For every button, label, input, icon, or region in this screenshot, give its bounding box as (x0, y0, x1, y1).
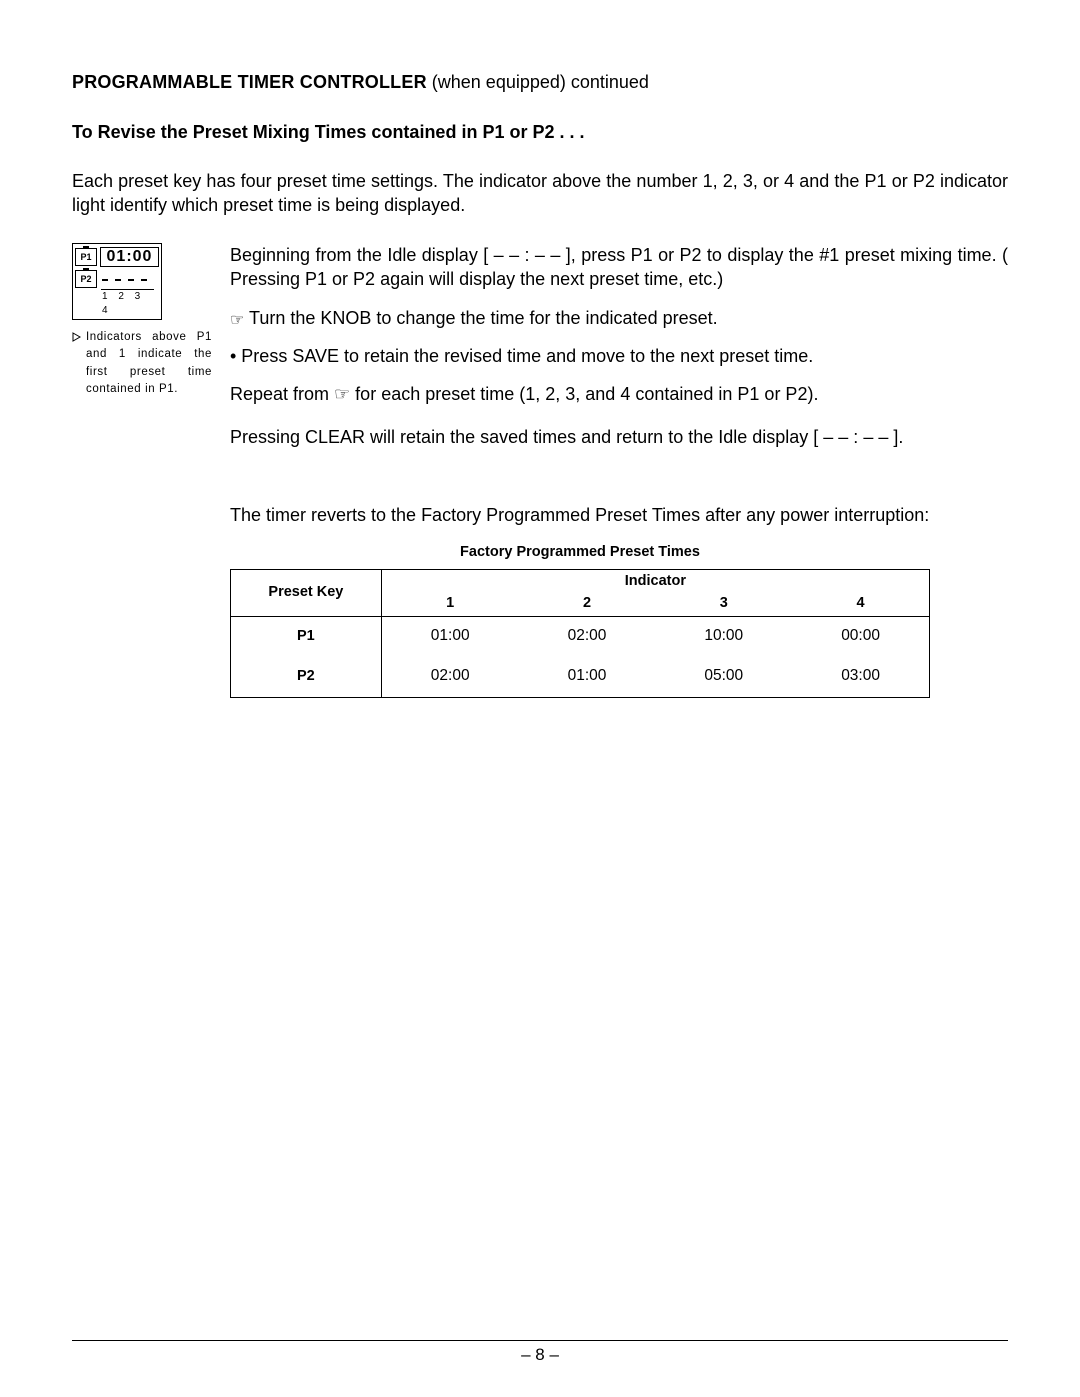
p2-indicator-tick (83, 268, 89, 270)
two-column-block: P1 01:00 P2 1 2 3 4 (72, 243, 1008, 463)
col-3: 3 (655, 594, 792, 617)
step-repeat: Repeat from ☞ for each preset time (1, 2… (230, 382, 1008, 406)
cell: 01:00 (381, 616, 518, 657)
page-number: – 8 – (0, 1344, 1080, 1367)
pointer-icon: ☞ (230, 313, 244, 329)
p1-key-label: P1 (80, 251, 91, 263)
p1-indicator-tick (83, 246, 89, 248)
footer-rule (72, 1340, 1008, 1341)
figure-column: P1 01:00 P2 1 2 3 4 (72, 243, 212, 463)
cell: 02:00 (519, 616, 656, 657)
intro-paragraph: Each preset key has four preset time set… (72, 169, 1008, 218)
page-title-bold: PROGRAMMABLE TIMER CONTROLLER (72, 72, 427, 92)
p2-key-label: P2 (80, 273, 91, 285)
preset-times-table: Preset Key Indicator 1 2 3 4 P1 01:00 02… (230, 569, 930, 698)
indicator-ticks (100, 279, 159, 281)
cell: 10:00 (655, 616, 792, 657)
cell: 03:00 (792, 657, 929, 698)
table-row: P1 01:00 02:00 10:00 00:00 (231, 616, 930, 657)
table-caption: Factory Programmed Preset Times (230, 543, 930, 563)
page-title-line: PROGRAMMABLE TIMER CONTROLLER (when equi… (72, 70, 1008, 94)
p2-key-box: P2 (75, 270, 97, 288)
indicator-header: Indicator (381, 569, 929, 594)
figure-caption-text: Indicators above P1 and 1 indicate the f… (86, 329, 212, 398)
cell: 02:00 (381, 657, 518, 698)
table-row: P2 02:00 01:00 05:00 03:00 (231, 657, 930, 698)
figure-caption: Indicators above P1 and 1 indicate the f… (72, 323, 212, 398)
step-turn-knob-text: Turn the KNOB to change the time for the… (244, 308, 717, 328)
cell: 01:00 (519, 657, 656, 698)
step-begin: Beginning from the Idle display [ – – : … (230, 243, 1008, 292)
after-paragraph: The timer reverts to the Factory Program… (230, 503, 1008, 527)
step-press-clear: Pressing CLEAR will retain the saved tim… (230, 425, 1008, 449)
preset-times-table-wrap: Factory Programmed Preset Times Preset K… (230, 543, 930, 698)
col-1: 1 (381, 594, 518, 617)
page-title-rest: (when equipped) continued (427, 72, 649, 92)
row-key-p2: P2 (231, 657, 382, 698)
preset-key-header: Preset Key (231, 569, 382, 616)
steps-column: Beginning from the Idle display [ – – : … (230, 243, 1008, 463)
col-2: 2 (519, 594, 656, 617)
row-key-p1: P1 (231, 616, 382, 657)
triangle-marker-icon (72, 332, 81, 398)
step-turn-knob: ☞ Turn the KNOB to change the time for t… (230, 306, 1008, 330)
cell: 05:00 (655, 657, 792, 698)
document-page: PROGRAMMABLE TIMER CONTROLLER (when equi… (0, 0, 1080, 1397)
time-readout: 01:00 (100, 247, 159, 267)
timer-display-diagram: P1 01:00 P2 1 2 3 4 (72, 243, 162, 320)
section-subtitle: To Revise the Preset Mixing Times contai… (72, 120, 1008, 144)
table-header-row: Preset Key Indicator (231, 569, 930, 594)
col-4: 4 (792, 594, 929, 617)
p1-key-box: P1 (75, 248, 97, 266)
indicator-numbers: 1 2 3 4 (101, 289, 154, 317)
cell: 00:00 (792, 616, 929, 657)
step-press-save: • Press SAVE to retain the revised time … (230, 344, 1008, 368)
